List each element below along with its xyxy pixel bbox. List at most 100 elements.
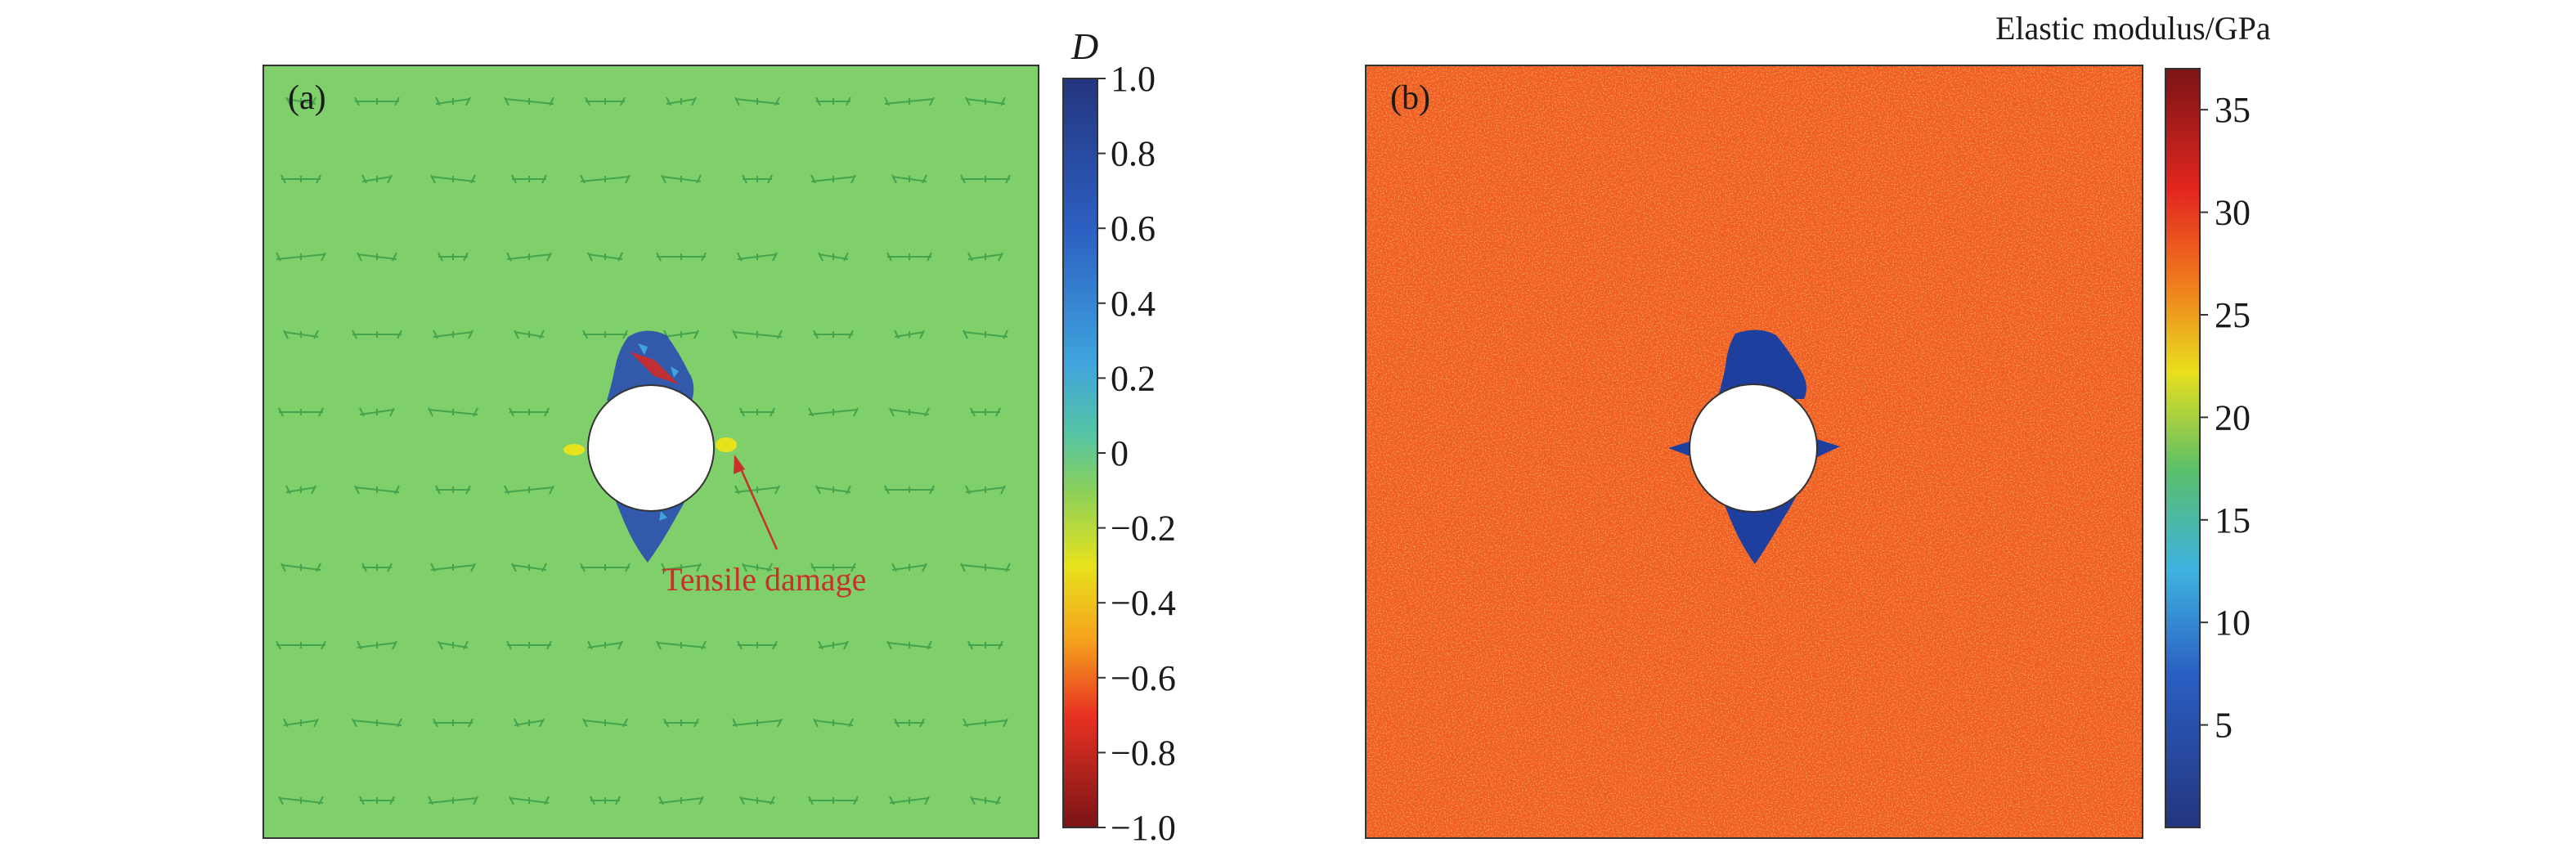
colorbar-a-tick-label: −0.8 [1111, 733, 1176, 773]
damage-glyph [514, 330, 545, 339]
colorbar-a-tick-label: −0.4 [1111, 583, 1176, 623]
colorbar-a-tick-label: 0.2 [1111, 358, 1156, 398]
damage-glyph [280, 174, 321, 184]
damage-glyph [813, 330, 854, 339]
damage-glyph [278, 796, 324, 805]
damage-glyph [433, 330, 473, 339]
damage-glyph [514, 718, 545, 728]
colorbar-a: D 1.0 0.8 0.6 0.4 0.2 0 −0.2 −0.4 −0.6 −0.8 −1.0 [1062, 25, 1176, 848]
damage-glyph [656, 640, 707, 650]
annotation-label: Tensile damage [662, 561, 866, 598]
damage-glyph [965, 485, 1006, 495]
damage-glyph [960, 174, 1011, 184]
damage-glyph [815, 485, 851, 495]
damage-glyph [582, 330, 628, 339]
damage-glyph [661, 174, 702, 184]
damage-glyph [818, 252, 849, 262]
colorbar-a-tick-label: 0 [1111, 433, 1129, 473]
damage-glyph [894, 718, 925, 728]
damage-glyph [658, 796, 704, 805]
damage-glyph [506, 252, 552, 262]
hole [587, 384, 715, 512]
annotation-arrowhead [734, 455, 745, 474]
damage-glyph [891, 174, 927, 184]
tensile-damage-right [716, 437, 737, 452]
damage-glyph [970, 407, 1001, 417]
damage-glyph [742, 563, 773, 572]
colorbar-b-tick-label: 35 [2215, 90, 2251, 130]
colorbar-b-tick-label: 25 [2215, 295, 2251, 335]
damage-glyph [354, 96, 400, 106]
hole [1689, 383, 1818, 513]
damage-glyph [808, 796, 859, 805]
panel-a-label: (a) [288, 79, 326, 117]
damage-glyph [965, 96, 1006, 106]
damage-glyph [967, 640, 1003, 650]
colorbar-a-ticks: 1.0 0.8 0.6 0.4 0.2 0 −0.2 −0.4 −0.6 −0.8 −1.0 [1097, 59, 1176, 848]
low-modulus-zone-left [1668, 440, 1694, 458]
damage-glyph [433, 718, 473, 728]
damage-glyph [276, 252, 326, 262]
damage-glyph [504, 485, 554, 495]
damage-glyph [886, 252, 932, 262]
colorbar-a-tick-label: 1.0 [1111, 59, 1156, 99]
colorbar-b-tick-label: 15 [2215, 500, 2251, 540]
damage-glyph [815, 96, 851, 106]
damage-glyph [283, 718, 319, 728]
damage-zone-top-edge [630, 352, 679, 384]
tensile-damage-left [563, 444, 585, 455]
damage-glyph [587, 640, 623, 650]
damage-glyph [438, 252, 469, 262]
damage-glyph [739, 796, 775, 805]
damage-glyph [357, 640, 397, 650]
damage-glyph [430, 174, 476, 184]
damage-glyph [970, 796, 1001, 805]
damage-glyph [352, 330, 402, 339]
damage-glyph [504, 96, 554, 106]
damage-glyph [884, 96, 935, 106]
damage-glyph [285, 96, 316, 106]
damage-zone-top-spots [638, 343, 679, 378]
colorbar-b-tick-label: 5 [2215, 706, 2233, 746]
colorbar-b-bar [2165, 68, 2201, 828]
damage-glyph [511, 174, 547, 184]
damage-glyph [889, 796, 930, 805]
panel-b-label: (b) [1390, 79, 1430, 117]
damage-glyph [280, 563, 321, 572]
damage-glyph [656, 252, 707, 262]
damage-glyph [428, 796, 478, 805]
damage-glyph [963, 718, 1008, 728]
damage-glyph [587, 252, 623, 262]
damage-glyph [361, 174, 393, 184]
damage-glyph [808, 407, 859, 417]
colorbar-a-bar [1062, 78, 1098, 828]
low-modulus-zone-top [1717, 330, 1806, 399]
damage-glyph [960, 563, 1011, 572]
damage-glyph [666, 96, 697, 106]
colorbar-a-tick-label: −0.6 [1111, 658, 1176, 698]
damage-glyph [511, 563, 547, 572]
damage-glyph [886, 640, 932, 650]
damage-glyph [663, 718, 699, 728]
damage-glyph [732, 718, 783, 728]
colorbar-a-title: D [1070, 25, 1098, 67]
annotation-arrow [734, 457, 779, 550]
damage-glyph [737, 640, 778, 650]
damage-glyph [582, 718, 628, 728]
damage-glyph [884, 485, 935, 495]
damage-glyph [438, 640, 469, 650]
colorbar-b-tick-label: 10 [2215, 603, 2251, 643]
damage-glyph [276, 640, 326, 650]
damage-glyph [357, 252, 397, 262]
damage-glyph [283, 330, 319, 339]
damage-glyph [359, 407, 395, 417]
damage-glyph [506, 640, 552, 650]
colorbar-a-tick-label: −1.0 [1111, 808, 1176, 848]
damage-glyph [580, 563, 631, 572]
damage-glyph [430, 563, 476, 572]
damage-glyph [967, 252, 1003, 262]
damage-glyph [435, 485, 471, 495]
damage-glyph [428, 407, 478, 417]
damage-glyph [889, 407, 930, 417]
colorbar-a-tick-label: 0.8 [1111, 134, 1156, 174]
